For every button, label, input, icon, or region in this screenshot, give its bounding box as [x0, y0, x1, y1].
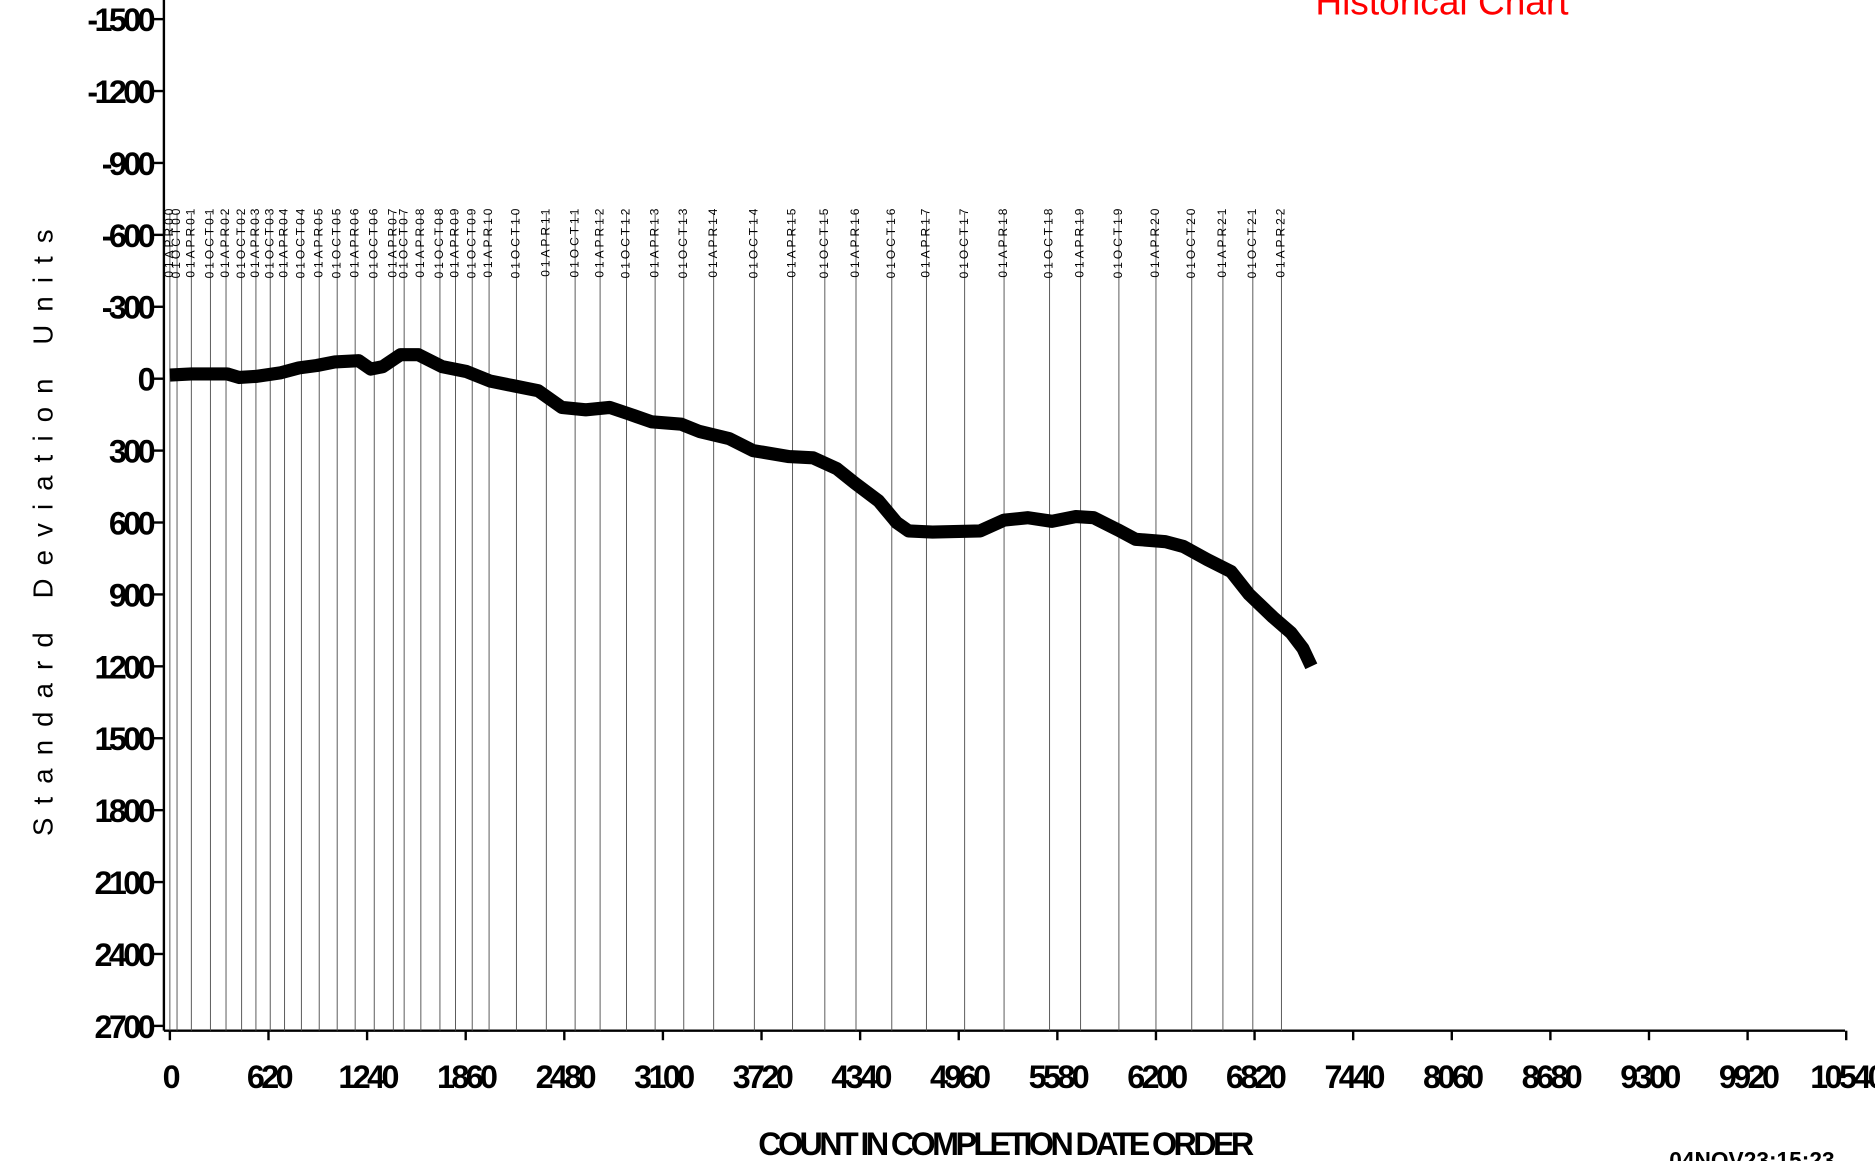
y-axis-label: Standard Deviation Units — [28, 216, 59, 836]
x-tick-label: 5580 — [1029, 1059, 1089, 1095]
y-tick-label: 2100 — [95, 865, 155, 901]
reference-label: 01OCT14 — [747, 206, 761, 279]
reference-label: 01OCT15 — [817, 206, 831, 279]
reference-label: 01OCT02 — [234, 206, 248, 279]
x-tick-label: 1860 — [437, 1059, 497, 1095]
y-tick-label: -300 — [102, 290, 155, 326]
reference-label: 01OCT18 — [1042, 206, 1056, 279]
reference-label: 01OCT05 — [329, 206, 343, 279]
reference-label: 01OCT21 — [1245, 206, 1259, 279]
y-tick-label: 300 — [109, 434, 155, 470]
reference-label: 01APR01 — [184, 206, 198, 278]
x-tick-label: 10540 — [1810, 1059, 1875, 1095]
reference-label: 01APR16 — [848, 206, 862, 278]
y-tick-label: 1800 — [95, 793, 155, 829]
reference-label: 01OCT19 — [1111, 206, 1125, 279]
reference-label: 01OCT13 — [676, 206, 690, 279]
x-tick-label: 7440 — [1324, 1059, 1384, 1095]
reference-label: 01APR00 — [162, 206, 176, 278]
reference-label: 01OCT12 — [619, 206, 633, 279]
reference-label: 01APR06 — [347, 206, 361, 278]
x-tick-label: 6200 — [1127, 1059, 1187, 1095]
reference-label: 01APR15 — [785, 206, 799, 278]
reference-label: 01APR10 — [481, 206, 495, 278]
reference-label: 01APR14 — [706, 206, 720, 278]
reference-label: 01OCT07 — [396, 206, 410, 279]
reference-label: 01APR19 — [1073, 206, 1087, 278]
y-tick-label: 1200 — [95, 649, 155, 685]
reference-label: 01OCT03 — [262, 206, 276, 279]
chart-title: Historical Chart — [1315, 0, 1569, 22]
y-tick-label: -1200 — [87, 74, 154, 110]
reference-label: 01OCT06 — [366, 206, 380, 279]
reference-label: 01OCT16 — [884, 206, 898, 279]
reference-label: 01APR21 — [1215, 206, 1229, 278]
x-tick-label: 4960 — [930, 1059, 990, 1095]
reference-label: 01APR11 — [538, 206, 552, 277]
reference-label: 01OCT17 — [957, 206, 971, 279]
reference-label: 01OCT10 — [509, 206, 523, 279]
y-tick-label: 1500 — [95, 721, 155, 757]
reference-label: 01APR07 — [385, 206, 399, 278]
reference-label: 01OCT20 — [1184, 206, 1198, 279]
reference-label: 01APR20 — [1148, 206, 1162, 278]
reference-label: 01OCT09 — [464, 206, 478, 279]
y-tick-label: 2400 — [95, 937, 155, 973]
x-tick-label: 2480 — [536, 1059, 596, 1095]
reference-label: 01OCT04 — [294, 206, 308, 279]
reference-label: 01OCT00 — [169, 206, 183, 279]
y-tick-label: -1500 — [87, 2, 154, 38]
x-tick-label: 620 — [247, 1059, 293, 1095]
reference-label: 01APR22 — [1274, 206, 1288, 278]
x-tick-label: 9920 — [1719, 1059, 1779, 1095]
reference-label: 01APR04 — [277, 206, 291, 278]
reference-label: 01APR02 — [218, 206, 232, 278]
reference-label: 01OCT08 — [432, 206, 446, 279]
timestamp: 04NOV23:15:23 — [1669, 1147, 1834, 1161]
data-line — [169, 348, 1318, 670]
x-tick-label: 9300 — [1620, 1059, 1680, 1095]
reference-label: 01OCT01 — [203, 206, 217, 279]
reference-label: 01APR05 — [311, 206, 325, 278]
x-tick-label: 4340 — [831, 1059, 891, 1095]
x-axis-label: COUNT IN COMPLETION DATE ORDER — [758, 1126, 1254, 1161]
reference-label: 01OCT11 — [567, 206, 581, 278]
reference-label: 01APR17 — [919, 206, 933, 278]
x-tick-label: 6820 — [1226, 1059, 1286, 1095]
reference-label: 01APR09 — [448, 206, 462, 278]
y-tick-label: -900 — [102, 146, 155, 182]
y-tick-label: 900 — [109, 577, 155, 613]
reference-label: 01APR12 — [592, 206, 606, 278]
y-tick-label: 600 — [109, 505, 155, 541]
reference-label: 01APR13 — [647, 206, 661, 278]
reference-label: 01APR03 — [248, 206, 262, 278]
y-tick-label: -600 — [102, 218, 155, 254]
x-tick-label: 1240 — [338, 1059, 398, 1095]
x-tick-label: 0 — [163, 1059, 180, 1095]
x-tick-label: 8680 — [1522, 1059, 1582, 1095]
x-tick-label: 3100 — [634, 1059, 694, 1095]
reference-label: 01APR08 — [413, 206, 427, 278]
x-tick-label: 3720 — [733, 1059, 793, 1095]
x-tick-label: 8060 — [1423, 1059, 1483, 1095]
y-tick-label: 2700 — [95, 1009, 155, 1045]
reference-label: 01APR18 — [996, 206, 1010, 278]
